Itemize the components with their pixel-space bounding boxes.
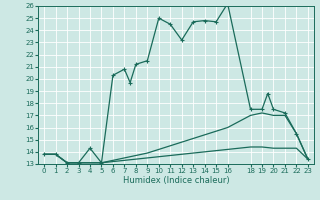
X-axis label: Humidex (Indice chaleur): Humidex (Indice chaleur) — [123, 176, 229, 185]
